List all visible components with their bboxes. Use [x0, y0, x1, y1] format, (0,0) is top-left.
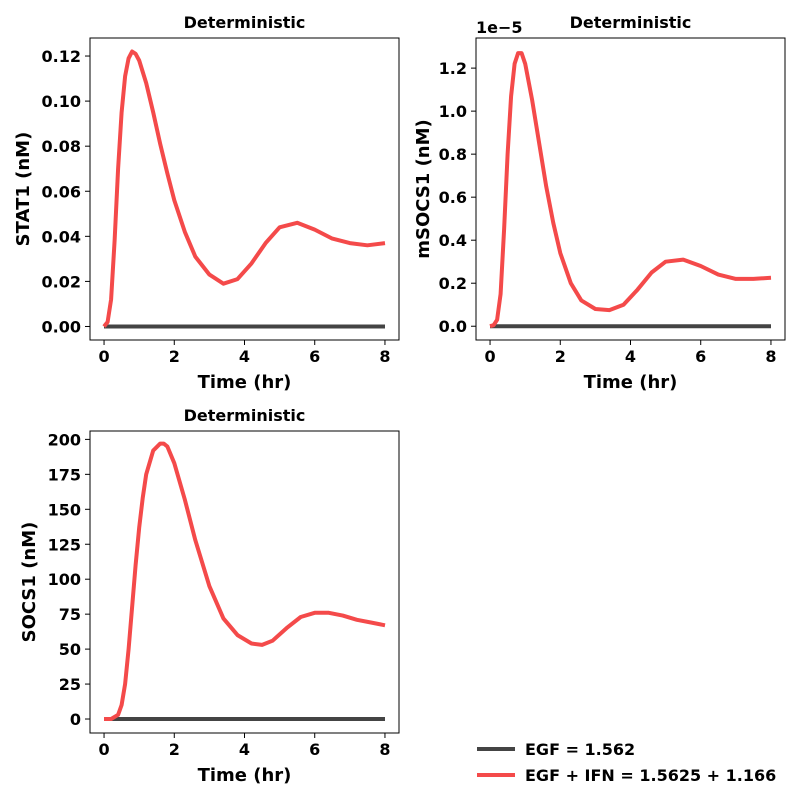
y-tick-label: 50: [59, 640, 81, 659]
series-line-egf-ifn: [102, 49, 386, 328]
y-tick-label: 1.0: [439, 102, 467, 121]
x-tick-label: 0: [98, 740, 109, 759]
panel3-xlabel: Time (hr): [198, 765, 292, 786]
x-tick-label: 2: [555, 347, 566, 366]
y-tick-label: 125: [48, 535, 81, 554]
x-tick-label: 2: [169, 347, 180, 366]
y-tick-label: 1.2: [439, 59, 467, 78]
x-tick-label: 6: [695, 347, 706, 366]
legend-label-egf: EGF = 1.562: [525, 740, 635, 759]
x-tick-label: 4: [625, 347, 636, 366]
panel3-ylabel: SOCS1 (nM): [19, 522, 40, 643]
y-tick-label: 0.12: [42, 47, 81, 66]
panel2-title: Deterministic: [570, 13, 692, 32]
y-tick-label: 0.0: [439, 317, 467, 336]
y-tick-label: 0.00: [42, 317, 81, 336]
panel2-xlabel: Time (hr): [584, 372, 678, 393]
legend: EGF = 1.562 EGF + IFN = 1.5625 + 1.166: [477, 740, 776, 785]
x-tick-label: 8: [379, 740, 390, 759]
y-tick-label: 150: [48, 500, 81, 519]
panel-msocs1: Deterministic 1e−5 0 2 4 6 8 0.0 0.2 0.4 0.6 0.8 1…: [413, 13, 786, 393]
axes-frame: [89, 430, 400, 734]
y-tick-label: 0.06: [42, 182, 81, 201]
x-tick-label: 6: [309, 347, 320, 366]
x-tick-label: 2: [169, 740, 180, 759]
panel1-xlabel: Time (hr): [198, 372, 292, 393]
x-tick-label: 6: [309, 740, 320, 759]
x-tick-label: 0: [484, 347, 495, 366]
y-tick-label: 0.02: [42, 272, 81, 291]
panel2-plot: 0 2 4 6 8 0.0 0.2 0.4 0.6 0.8 1.0 1.2: [439, 37, 786, 366]
x-tick-label: 0: [98, 347, 109, 366]
y-tick-label: 0.8: [439, 145, 467, 164]
panel1-title: Deterministic: [184, 13, 306, 32]
y-tick-label: 0.10: [42, 92, 81, 111]
x-tick-label: 8: [379, 347, 390, 366]
panel3-plot: 0 2 4 6 8 0 25 50 75 100 125 150 175 200: [48, 430, 400, 759]
axes-frame: [89, 37, 400, 341]
panel2-ylabel: mSOCS1 (nM): [413, 119, 434, 259]
y-tick-label: 200: [48, 430, 81, 449]
panel1-ylabel: STAT1 (nM): [13, 132, 34, 247]
y-tick-label: 175: [48, 465, 81, 484]
y-tick-label: 25: [59, 675, 81, 694]
y-tick-label: 100: [48, 570, 81, 589]
x-tick-label: 4: [239, 347, 250, 366]
legend-label-egf-ifn: EGF + IFN = 1.5625 + 1.166: [525, 766, 776, 785]
panel2-offset-text: 1e−5: [476, 18, 523, 37]
y-tick-label: 0.6: [439, 188, 467, 207]
x-tick-label: 4: [239, 740, 250, 759]
x-tick-label: 8: [765, 347, 776, 366]
y-tick-label: 0.4: [439, 231, 467, 250]
y-tick-label: 0: [70, 710, 81, 729]
y-tick-label: 0.2: [439, 274, 467, 293]
y-tick-label: 75: [59, 605, 81, 624]
series-line-egf-ifn: [104, 441, 386, 721]
panel-socs1: Deterministic 0 2 4 6 8 0 25 50 75 100 125 150 175 20…: [19, 406, 400, 786]
panel3-title: Deterministic: [184, 406, 306, 425]
panel1-plot: 0 2 4 6 8 0.00 0.02 0.04 0.06 0.08 0.10 0.12: [42, 37, 400, 366]
panel-stat1: Deterministic 0 2 4 6 80.000.020.040.060.080…: [13, 13, 400, 393]
series-line-egf-ifn: [489, 51, 772, 329]
y-tick-label: 0.04: [42, 227, 81, 246]
y-tick-label: 0.08: [42, 137, 81, 156]
